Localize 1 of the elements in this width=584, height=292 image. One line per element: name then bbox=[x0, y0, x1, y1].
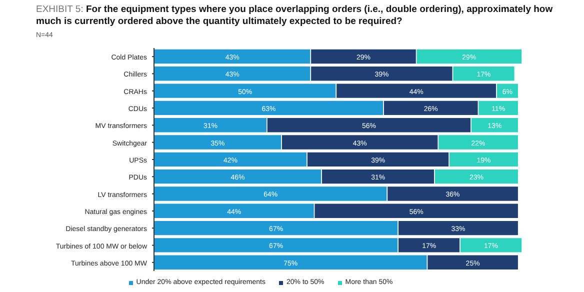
chart-title: EXHIBIT 5: For the equipment types where you place overlapping orders (i.e., double ordering), approximately how much is currently ordered above the quantity ultimately expected to be required? bbox=[36, 4, 553, 27]
